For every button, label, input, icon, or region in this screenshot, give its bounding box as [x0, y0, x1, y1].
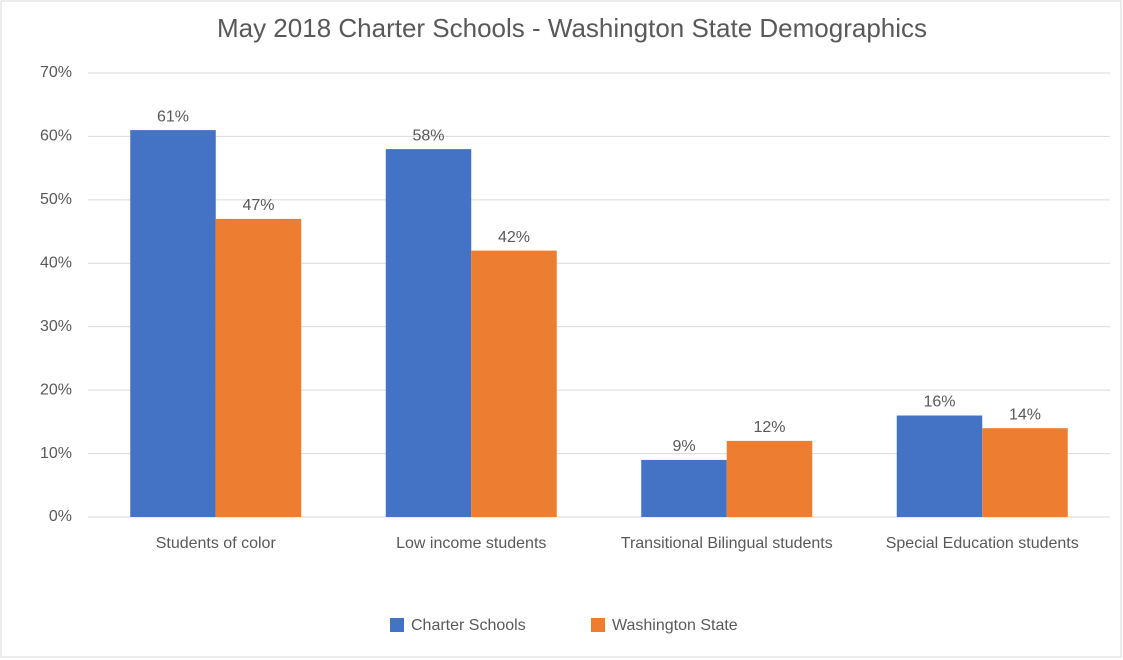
chart-title: May 2018 Charter Schools - Washington St…	[217, 13, 927, 43]
bar	[385, 149, 472, 517]
bar	[982, 428, 1068, 517]
data-label: 47%	[242, 197, 274, 214]
y-tick-label: 70%	[40, 64, 72, 81]
data-label: 58%	[412, 127, 444, 144]
x-tick-label: Low income students	[396, 535, 547, 552]
data-label: 12%	[753, 419, 785, 436]
y-tick-label: 0%	[49, 508, 72, 525]
bar	[130, 130, 216, 518]
bar	[641, 459, 727, 517]
x-tick-label-box: Transitional Bilingual students	[620, 535, 833, 552]
data-label: 14%	[1009, 406, 1041, 423]
data-label: 61%	[157, 108, 189, 125]
legend-swatch	[591, 618, 605, 632]
x-tick-label-box: Special Education students	[885, 535, 1079, 552]
data-label: 42%	[498, 229, 530, 246]
legend-label: Charter Schools	[411, 617, 526, 634]
y-tick-label: 50%	[40, 191, 72, 208]
legend-label: Washington State	[612, 617, 738, 634]
bar	[896, 415, 983, 517]
legend-swatch	[390, 618, 404, 632]
bar	[726, 440, 813, 517]
y-tick-label: 10%	[40, 445, 72, 462]
data-label: 9%	[672, 438, 695, 455]
x-tick-label: Transitional Bilingual students	[620, 535, 833, 552]
x-tick-label-box: Students of color	[155, 535, 276, 552]
bar	[471, 250, 557, 517]
x-tick-label: Special Education students	[885, 535, 1079, 552]
x-tick-label-box: Low income students	[396, 535, 547, 552]
y-tick-label: 40%	[40, 255, 72, 272]
x-tick-label: Students of color	[155, 535, 276, 552]
y-tick-label: 30%	[40, 318, 72, 335]
bar	[215, 218, 302, 517]
y-tick-label: 20%	[40, 381, 72, 398]
y-tick-label: 60%	[40, 128, 72, 145]
data-label: 16%	[923, 394, 955, 411]
